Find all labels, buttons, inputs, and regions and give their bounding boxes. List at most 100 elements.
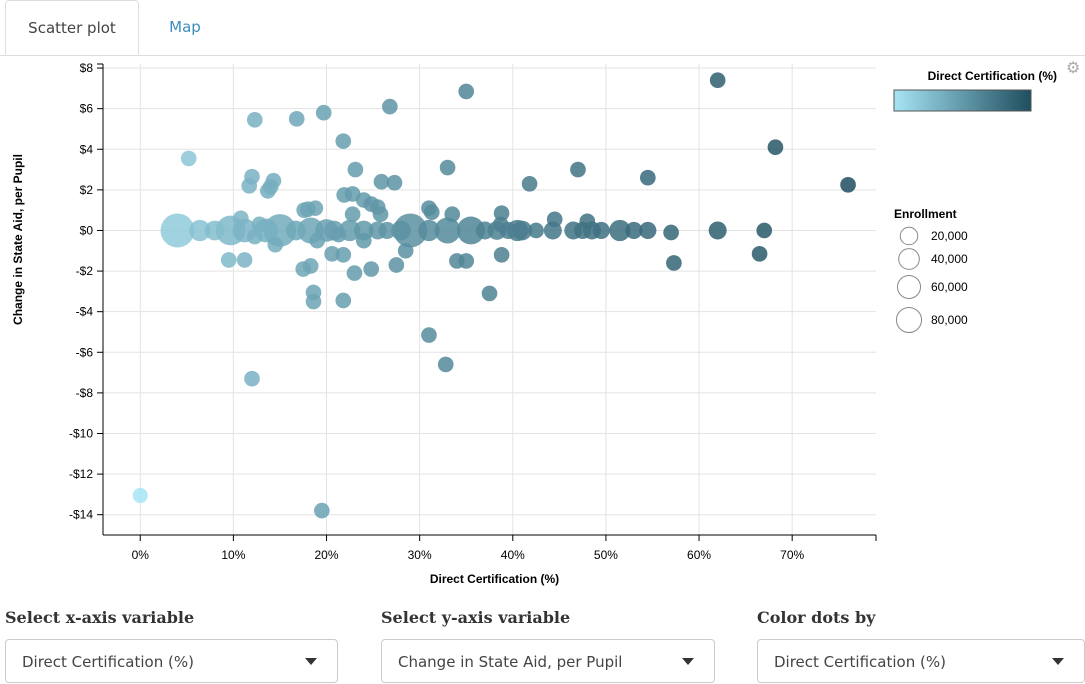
x-axis-label: Direct Certification (%) bbox=[430, 572, 559, 586]
x-tick-label: 20% bbox=[315, 548, 339, 562]
data-point bbox=[708, 221, 727, 240]
data-point bbox=[309, 232, 326, 249]
data-point bbox=[666, 255, 682, 271]
data-point bbox=[475, 221, 494, 240]
data-point bbox=[458, 83, 475, 100]
data-point bbox=[434, 217, 461, 244]
data-point bbox=[639, 221, 657, 240]
data-point bbox=[347, 161, 364, 178]
y-tick-label: $4 bbox=[80, 142, 94, 156]
y-tick-label: $2 bbox=[80, 183, 94, 197]
data-point bbox=[492, 216, 509, 233]
x-axis-select[interactable]: Direct Certification (%) bbox=[5, 639, 338, 683]
data-point bbox=[373, 173, 390, 190]
data-point bbox=[570, 161, 586, 178]
x-axis-select-value: Direct Certification (%) bbox=[22, 653, 194, 671]
size-legend-circle bbox=[895, 306, 923, 334]
y-tick-label: $8 bbox=[80, 61, 94, 75]
color-select-value: Direct Certification (%) bbox=[774, 653, 946, 671]
data-point bbox=[246, 228, 263, 245]
data-point bbox=[344, 206, 361, 223]
data-point bbox=[236, 252, 253, 268]
size-legend-circle bbox=[896, 274, 922, 300]
data-point bbox=[288, 110, 305, 127]
x-tick-label: 40% bbox=[501, 548, 525, 562]
y-tick-label: -$4 bbox=[76, 305, 94, 319]
data-point bbox=[160, 213, 195, 248]
data-point bbox=[244, 370, 260, 387]
x-tick-label: 60% bbox=[687, 548, 711, 562]
y-axis-label: Change in State Aid, per Pupil bbox=[11, 154, 25, 325]
y-tick-label: $6 bbox=[80, 102, 94, 116]
data-point bbox=[251, 216, 268, 233]
data-point bbox=[481, 285, 498, 302]
tab-map[interactable]: Map bbox=[169, 18, 201, 36]
data-point bbox=[709, 72, 726, 89]
x-tick-label: 30% bbox=[408, 548, 432, 562]
data-point bbox=[285, 220, 306, 241]
y-tick-label: -$12 bbox=[69, 467, 93, 481]
data-point bbox=[840, 176, 856, 193]
data-point bbox=[346, 265, 363, 281]
data-point bbox=[355, 232, 372, 249]
data-point bbox=[267, 236, 284, 253]
y-axis-select[interactable]: Change in State Aid, per Pupil bbox=[381, 639, 715, 683]
data-point bbox=[315, 104, 332, 121]
size-legend-label: 80,000 bbox=[931, 313, 968, 327]
size-legend-label: 60,000 bbox=[931, 280, 968, 294]
tab-scatter-plot[interactable]: Scatter plot bbox=[5, 0, 139, 55]
data-point bbox=[592, 221, 610, 240]
y-tick-label: -$2 bbox=[76, 264, 94, 278]
y-tick-label: $0 bbox=[80, 223, 94, 237]
y-axis-select-label: Select y-axis variable bbox=[381, 608, 571, 627]
data-point bbox=[493, 205, 510, 222]
data-point bbox=[421, 327, 437, 343]
data-point bbox=[512, 220, 532, 241]
data-point bbox=[458, 253, 475, 269]
data-point bbox=[246, 112, 263, 128]
color-legend-bar bbox=[893, 89, 1032, 112]
size-legend-title: Enrollment bbox=[894, 207, 957, 221]
gear-icon[interactable]: ⚙ bbox=[1066, 60, 1081, 77]
data-point bbox=[767, 139, 784, 156]
data-point bbox=[241, 177, 258, 194]
y-tick-label: -$14 bbox=[69, 508, 93, 522]
x-tick-label: 70% bbox=[780, 548, 804, 562]
scatter-chart: $8 $6 $4 $2 $0 -$2 -$4 -$6 -$8 -$10 -$12 -$14 0% 10% 2… bbox=[11, 61, 1057, 586]
y-axis-select-value: Change in State Aid, per Pupil bbox=[398, 653, 623, 671]
data-point bbox=[423, 204, 440, 221]
color-select[interactable]: Direct Certification (%) bbox=[757, 639, 1085, 683]
data-point bbox=[307, 200, 324, 216]
y-tick-label: -$8 bbox=[76, 386, 94, 400]
data-point bbox=[521, 175, 538, 192]
x-tick-label: 0% bbox=[132, 548, 150, 562]
chevron-down-icon bbox=[1052, 658, 1064, 665]
data-point bbox=[132, 487, 148, 503]
data-point bbox=[456, 216, 485, 245]
data-point bbox=[609, 219, 631, 242]
x-axis-select-label: Select x-axis variable bbox=[5, 608, 195, 627]
data-point bbox=[314, 502, 330, 519]
data-point bbox=[388, 257, 405, 273]
data-point bbox=[180, 150, 197, 167]
data-point bbox=[335, 133, 352, 149]
chevron-down-icon bbox=[682, 658, 694, 665]
data-point bbox=[418, 219, 440, 242]
y-tick-label: -$6 bbox=[76, 345, 94, 359]
data-point bbox=[625, 221, 643, 240]
y-tick-label: -$10 bbox=[69, 426, 93, 440]
data-point bbox=[260, 183, 276, 199]
data-point bbox=[189, 219, 211, 242]
data-point bbox=[363, 261, 380, 277]
data-point bbox=[437, 356, 454, 373]
data-point bbox=[335, 292, 352, 309]
data-point bbox=[444, 206, 461, 223]
tab-bar: Scatter plot Map bbox=[0, 0, 1085, 56]
data-point bbox=[663, 224, 679, 241]
size-legend-label: 40,000 bbox=[931, 252, 968, 266]
data-point bbox=[493, 247, 510, 263]
data-point bbox=[439, 159, 456, 176]
data-point bbox=[528, 222, 544, 239]
data-point bbox=[579, 213, 596, 230]
data-point bbox=[397, 242, 414, 259]
